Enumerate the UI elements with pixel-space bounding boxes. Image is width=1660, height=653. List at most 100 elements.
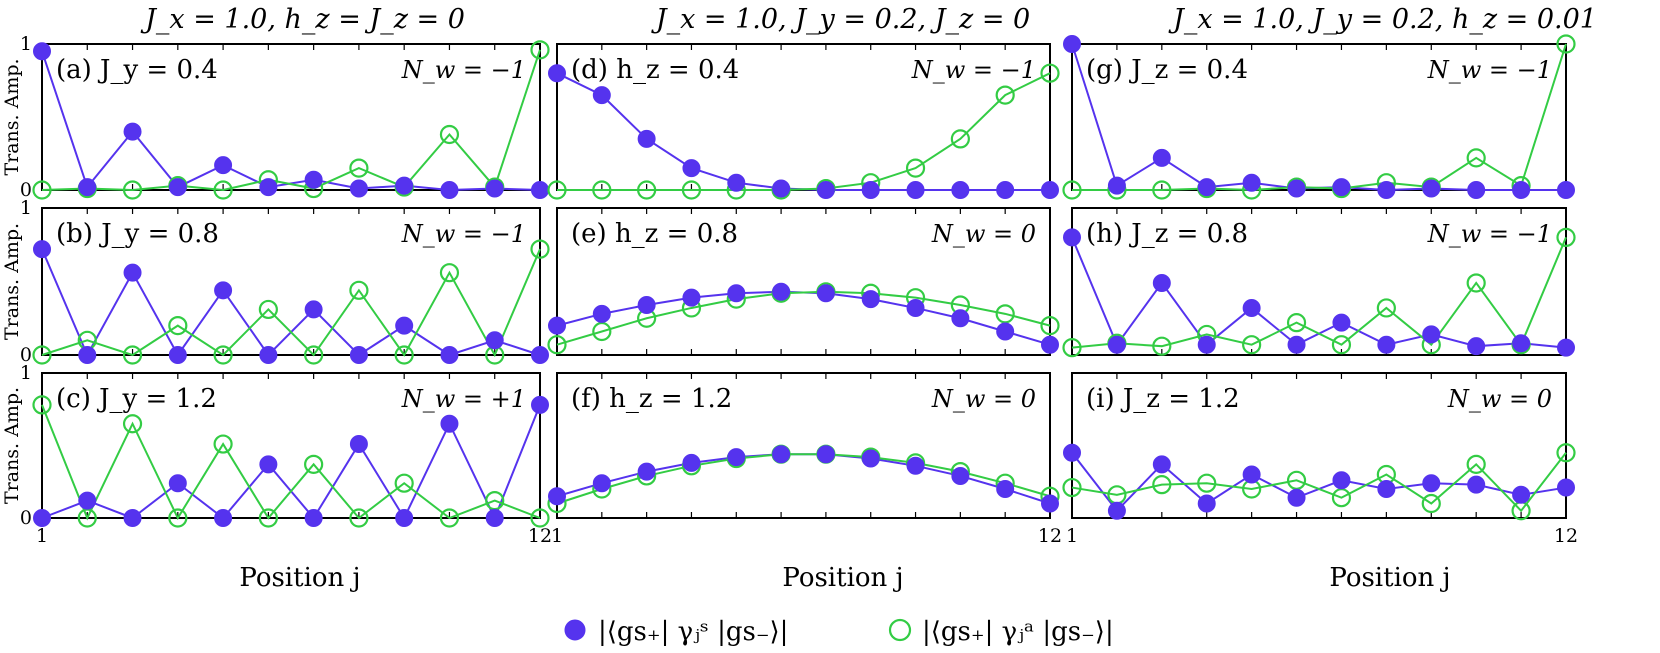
series-line-a	[557, 72, 1051, 191]
point-s	[1512, 334, 1531, 353]
series-line-s	[556, 72, 1050, 191]
point-a	[439, 263, 460, 283]
series-line-s	[556, 453, 1051, 505]
point-a	[1556, 34, 1576, 54]
y-tick-label: 1	[20, 197, 32, 219]
point-s	[123, 122, 142, 141]
point-s	[168, 178, 187, 197]
panel-frame	[41, 43, 541, 191]
point-a	[547, 180, 567, 200]
point-s	[1041, 494, 1059, 513]
point-s	[682, 288, 701, 307]
point-s	[78, 346, 97, 364]
point-s	[772, 445, 791, 464]
point-s	[440, 346, 459, 364]
nw-label: N_w = −1	[1427, 220, 1552, 248]
point-a	[168, 316, 188, 336]
x-tick-label: 1	[1066, 525, 1078, 547]
point-s	[1332, 471, 1351, 490]
point-s	[531, 181, 549, 199]
series-line-s	[41, 404, 541, 521]
panel-frame	[556, 372, 1051, 519]
point-s	[1107, 501, 1126, 520]
point-s	[682, 159, 701, 178]
panel-label: (a) J_y = 0.4	[56, 55, 218, 85]
point-s	[1197, 178, 1216, 197]
x-tick-label: 12	[1554, 525, 1578, 547]
point-s	[1107, 335, 1126, 354]
point-s	[1287, 335, 1306, 354]
point-s	[861, 449, 880, 468]
point-s	[1422, 474, 1441, 493]
point-s	[861, 181, 880, 199]
y-axis-label: Trans. Amp.	[1, 387, 23, 504]
panel-label: (h) J_z = 0.8	[1086, 219, 1248, 249]
point-a	[1040, 316, 1060, 336]
point-s	[1467, 337, 1486, 356]
point-s	[816, 181, 835, 199]
point-a	[592, 180, 612, 200]
point-a	[1286, 313, 1307, 333]
point-s	[1467, 475, 1486, 494]
point-a	[32, 395, 52, 415]
y-axis-label: Trans. Amp.	[1, 58, 23, 175]
point-a	[995, 304, 1015, 324]
panel-5: (e) h_z = 0.8 N_w = 0	[547, 207, 1060, 356]
point-a	[1152, 180, 1172, 200]
point-a	[32, 345, 52, 365]
point-s	[1107, 176, 1126, 195]
panel-1: (a) J_y = 0.4 N_w = −1 0 1 Trans. Amp.	[1, 33, 550, 201]
point-s	[906, 298, 925, 317]
point-s	[592, 474, 611, 493]
x-tick-label: 12	[528, 525, 552, 547]
point-s	[906, 456, 925, 475]
point-s	[395, 316, 414, 335]
point-s	[1041, 181, 1059, 199]
point-a	[349, 508, 369, 528]
point-s	[816, 445, 835, 464]
series-line-s	[556, 290, 1051, 346]
point-a	[258, 508, 278, 528]
point-a	[1152, 336, 1172, 356]
point-s	[1287, 488, 1306, 507]
point-s	[1377, 181, 1396, 199]
y-tick-label: 1	[20, 33, 32, 55]
point-s	[485, 179, 504, 198]
panel-frame	[556, 207, 1051, 356]
point-s	[816, 284, 835, 303]
point-a	[122, 180, 143, 200]
point-s	[1242, 298, 1261, 317]
panel-8: (h) J_z = 0.8 N_w = −1	[1062, 207, 1576, 358]
point-s	[214, 281, 233, 300]
point-a	[213, 180, 233, 200]
point-s	[1063, 35, 1081, 53]
point-s	[1377, 480, 1396, 498]
point-s	[78, 491, 97, 510]
point-s	[531, 346, 549, 364]
point-s	[637, 462, 656, 481]
point-s	[1512, 485, 1531, 504]
point-s	[727, 448, 746, 467]
point-s	[1332, 313, 1351, 332]
point-s	[1467, 181, 1486, 199]
panel-frame	[41, 372, 541, 519]
point-a	[1556, 443, 1576, 463]
y-axis-label: Trans. Amp.	[1, 223, 23, 340]
point-s	[1197, 335, 1216, 354]
series-line-a	[556, 453, 1051, 505]
panel-label: (e) h_z = 0.8	[571, 219, 738, 249]
point-a	[213, 434, 233, 454]
point-s	[548, 487, 566, 506]
point-s	[304, 170, 323, 189]
point-a	[547, 335, 567, 355]
point-s	[637, 296, 656, 315]
x-tick-label: 12	[1038, 525, 1062, 547]
point-a	[530, 508, 550, 528]
point-s	[951, 181, 970, 199]
panel-9: (i) J_z = 1.2 N_w = 0 1 12	[1062, 372, 1578, 547]
point-s	[304, 509, 323, 527]
point-a	[637, 180, 657, 200]
point-s	[33, 240, 51, 259]
point-s	[168, 346, 187, 364]
